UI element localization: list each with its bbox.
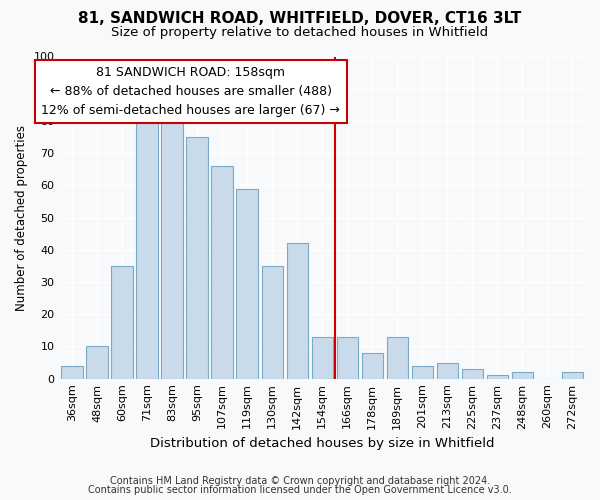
Bar (262, 266, 283, 378)
Bar (86, 346, 107, 378)
Text: 81 SANDWICH ROAD: 158sqm
← 88% of detached houses are smaller (488)
12% of semi-: 81 SANDWICH ROAD: 158sqm ← 88% of detach… (41, 66, 340, 117)
Bar (112, 266, 133, 378)
Bar (437, 362, 458, 378)
Bar (487, 376, 508, 378)
Bar (136, 114, 158, 378)
Y-axis label: Number of detached properties: Number of detached properties (15, 124, 28, 310)
Bar (311, 337, 333, 378)
Bar (512, 372, 533, 378)
Bar (412, 366, 433, 378)
Bar (562, 372, 583, 378)
Text: Contains public sector information licensed under the Open Government Licence v3: Contains public sector information licen… (88, 485, 512, 495)
Text: Contains HM Land Registry data © Crown copyright and database right 2024.: Contains HM Land Registry data © Crown c… (110, 476, 490, 486)
Bar (187, 137, 208, 378)
Bar (386, 337, 408, 378)
Bar (236, 188, 258, 378)
Bar (287, 244, 308, 378)
Bar (462, 369, 483, 378)
Bar (211, 166, 233, 378)
X-axis label: Distribution of detached houses by size in Whitfield: Distribution of detached houses by size … (150, 437, 494, 450)
Bar (337, 337, 358, 378)
Text: 81, SANDWICH ROAD, WHITFIELD, DOVER, CT16 3LT: 81, SANDWICH ROAD, WHITFIELD, DOVER, CT1… (79, 11, 521, 26)
Bar (161, 114, 182, 378)
Bar (61, 366, 83, 378)
Bar (362, 353, 383, 378)
Text: Size of property relative to detached houses in Whitfield: Size of property relative to detached ho… (112, 26, 488, 39)
